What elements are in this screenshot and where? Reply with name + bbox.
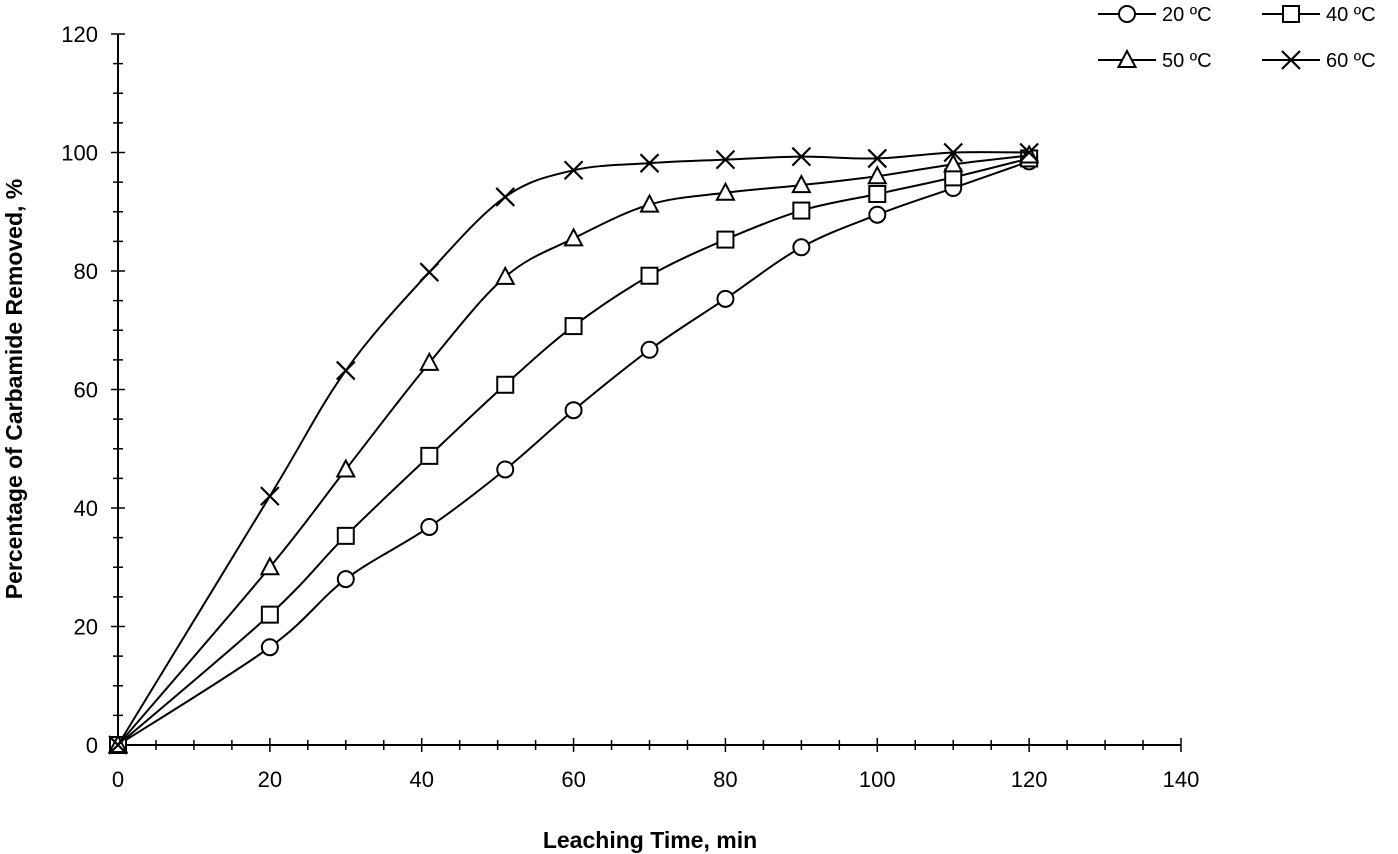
data-point-circle: [336, 570, 355, 589]
legend-label: 20 ºC: [1162, 4, 1212, 26]
data-point-circle: [792, 238, 811, 257]
y-tick-label: 100: [61, 141, 98, 166]
data-point-x: [336, 360, 356, 381]
data-point-circle: [260, 638, 279, 657]
data-point-x: [1019, 142, 1039, 163]
data-point-triangle: [1018, 144, 1040, 164]
series-layer: [107, 142, 1040, 755]
data-point-triangle: [419, 351, 440, 371]
legend-label: 40 ºC: [1326, 4, 1376, 26]
legend-item-square: 40 ºC: [1262, 4, 1376, 26]
legend-item-x: 60 ºC: [1262, 50, 1376, 72]
data-point-triangle: [867, 165, 888, 185]
data-point-square: [420, 446, 439, 465]
data-point-square: [792, 201, 811, 220]
data-point-triangle: [495, 265, 516, 285]
axes: [117, 34, 1181, 746]
y-tick-label: 40: [74, 496, 98, 521]
legend-label: 50 ºC: [1162, 50, 1212, 72]
data-point-x: [108, 735, 128, 755]
x-axis-title: Leaching Time, min: [543, 827, 757, 853]
x-tick-label: 80: [713, 767, 737, 792]
data-point-x: [495, 187, 516, 207]
data-point-x: [260, 486, 280, 506]
legend-item-circle: 20 ºC: [1098, 4, 1212, 26]
x-tick-label: 120: [1011, 767, 1048, 792]
data-point-square: [716, 230, 735, 249]
y-tick-label: 80: [74, 259, 98, 284]
legend-marker-circle: [1118, 5, 1136, 23]
x-tick-label: 100: [859, 767, 896, 792]
data-point-square: [640, 266, 659, 285]
series-x: [108, 142, 1039, 755]
data-point-square: [260, 605, 279, 624]
data-point-triangle: [791, 173, 812, 194]
data-point-square: [496, 375, 515, 394]
data-point-triangle: [563, 227, 584, 247]
y-tick-label: 20: [74, 615, 98, 640]
data-point-circle: [496, 460, 515, 479]
legend-item-triangle: 50 ºC: [1098, 48, 1212, 72]
data-point-triangle: [943, 153, 964, 173]
ticks: 0 20 40 60 80 100 120 140 0 20 40 60 80 100 120: [61, 22, 1199, 792]
legend-marker-triangle: [1116, 48, 1138, 68]
x-tick-label: 60: [561, 767, 585, 792]
y-tick-label: 60: [74, 378, 98, 403]
data-point-triangle: [335, 458, 356, 478]
data-point-square: [336, 526, 355, 545]
legend-label: 60 ºC: [1326, 50, 1376, 72]
series-line-circle: [117, 160, 1030, 746]
series-triangle: [107, 144, 1040, 753]
data-point-square: [868, 184, 887, 203]
x-tick-label: 40: [409, 767, 433, 792]
data-point-circle: [640, 340, 659, 359]
data-point-square: [564, 317, 583, 336]
x-tick-label: 0: [112, 767, 124, 792]
legend-marker-x: [1281, 50, 1301, 70]
data-point-triangle: [715, 181, 736, 201]
legend: 20 ºC 40 ºC 50 ºC 60 ºC: [1098, 4, 1376, 72]
data-point-x: [943, 142, 963, 163]
y-axis-title: Percentage of Carbamide Removed, %: [1, 179, 27, 600]
data-point-circle: [716, 289, 735, 308]
y-tick-label: 0: [86, 733, 98, 758]
data-point-circle: [868, 205, 887, 224]
data-point-x: [419, 262, 440, 282]
data-point-x: [791, 146, 812, 167]
data-point-x: [563, 160, 584, 181]
legend-marker-square: [1282, 5, 1300, 23]
data-point-circle: [564, 401, 583, 420]
data-point-circle: [420, 517, 439, 536]
data-point-x: [867, 148, 888, 169]
data-point-x: [639, 153, 660, 173]
data-point-triangle: [639, 193, 660, 213]
data-point-triangle: [259, 556, 281, 576]
x-tick-label: 20: [258, 767, 282, 792]
data-point-x: [715, 149, 736, 170]
y-tick-label: 120: [61, 22, 98, 47]
x-tick-label: 140: [1163, 767, 1200, 792]
